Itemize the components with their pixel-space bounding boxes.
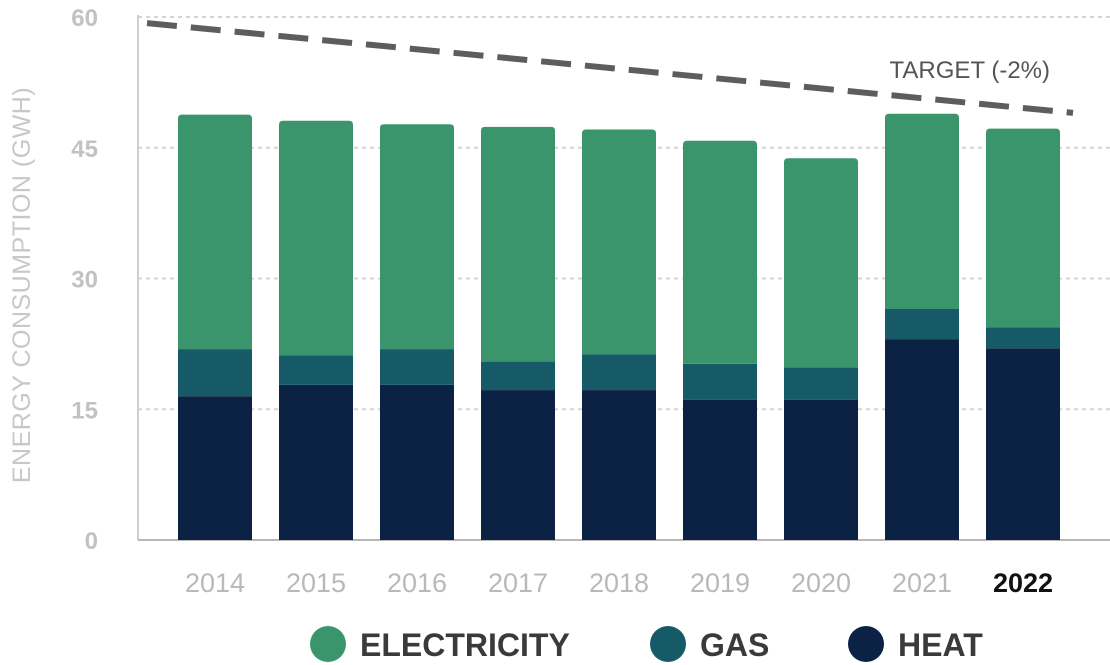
- legend-swatch-heat: [848, 626, 884, 662]
- bar-segment-gas: [986, 327, 1060, 349]
- x-tick-label: 2022: [993, 568, 1053, 598]
- x-tick-label: 2015: [286, 568, 346, 598]
- bar-segment-heat: [683, 399, 757, 540]
- bar-segment-gas: [279, 355, 353, 385]
- bars: [178, 113, 1060, 540]
- bar-segment-gas: [481, 361, 555, 391]
- x-tick-label: 2017: [488, 568, 548, 598]
- bar-segment-electricity: [885, 113, 959, 310]
- x-tick-label: 2018: [589, 568, 649, 598]
- bar-segment-heat: [279, 384, 353, 540]
- bar-segment-electricity: [986, 128, 1060, 328]
- bar-segment-electricity: [582, 129, 656, 355]
- y-tick-label: 60: [71, 5, 98, 32]
- bar-segment-electricity: [683, 140, 757, 364]
- bar-segment-gas: [582, 354, 656, 391]
- x-tick-label: 2020: [791, 568, 851, 598]
- bar-segment-electricity: [279, 120, 353, 356]
- y-tick-label: 45: [71, 136, 98, 163]
- legend-label-gas: GAS: [700, 627, 769, 663]
- bar-segment-heat: [380, 384, 454, 540]
- target-line: [146, 20, 1074, 116]
- legend-swatch-gas: [650, 626, 686, 662]
- y-axis-label: ENERGY CONSUMPTION (GWH): [8, 87, 36, 483]
- bar-segment-gas: [784, 367, 858, 400]
- legend-swatch-electricity: [310, 626, 346, 662]
- bar-segment-gas: [380, 349, 454, 385]
- bar-segment-heat: [784, 399, 858, 540]
- x-tick-label: 2021: [892, 568, 952, 598]
- y-tick-label: 30: [71, 267, 98, 294]
- x-tick-label: 2016: [387, 568, 447, 598]
- bar-segment-electricity: [481, 126, 555, 362]
- bar-segment-heat: [481, 390, 555, 540]
- legend-label-heat: HEAT: [898, 627, 983, 663]
- legend-label-electricity: ELECTRICITY: [360, 627, 570, 663]
- labels: 0 15 30 45 60 ENERGY CONSUMPTION (GWH) 2014 201…: [8, 5, 1053, 598]
- bar-segment-heat: [582, 390, 656, 540]
- y-tick-label: 15: [71, 397, 98, 424]
- bar-segment-electricity: [178, 114, 252, 350]
- target-line-group: [146, 20, 1074, 116]
- bar-segment-gas: [683, 363, 757, 400]
- bar-segment-electricity: [380, 124, 454, 350]
- bar-segment-heat: [986, 348, 1060, 540]
- y-tick-label: 0: [85, 528, 98, 555]
- x-tick-label: 2014: [185, 568, 245, 598]
- x-tick-label: 2019: [690, 568, 750, 598]
- bar-segment-heat: [178, 396, 252, 540]
- bar-segment-heat: [885, 339, 959, 540]
- target-line-label: TARGET (-2%): [890, 57, 1050, 84]
- bar-segment-gas: [178, 349, 252, 397]
- legend: ELECTRICITY GAS HEAT: [310, 626, 983, 663]
- bar-segment-electricity: [784, 158, 858, 368]
- bar-segment-gas: [885, 309, 959, 340]
